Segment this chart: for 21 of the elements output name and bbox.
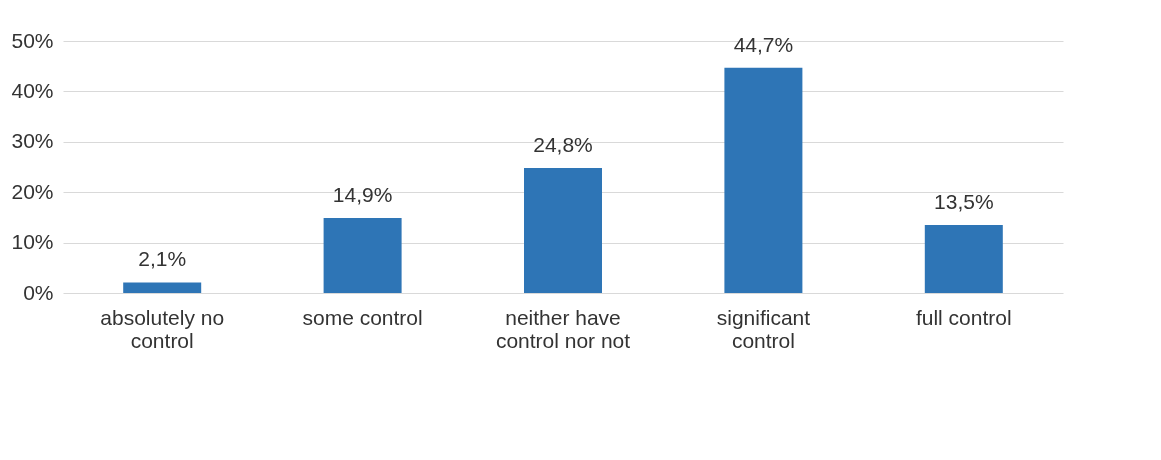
data-label: 2,1% xyxy=(138,247,187,271)
data-label: 44,7% xyxy=(733,32,794,56)
y-tick-label: 50% xyxy=(11,28,54,52)
y-tick-label: 10% xyxy=(11,230,54,254)
x-tick-label: significant control xyxy=(716,305,811,352)
x-tick-label: absolutely no control xyxy=(100,305,225,352)
data-label: 24,8% xyxy=(533,133,593,157)
bar xyxy=(524,168,602,293)
data-label: 13,5% xyxy=(934,189,994,213)
y-tick-label: 0% xyxy=(23,280,54,304)
bar xyxy=(123,282,202,293)
x-tick-label: neither have control nor not xyxy=(495,305,631,352)
bar xyxy=(724,67,803,293)
y-tick-label: 40% xyxy=(11,78,54,102)
bar xyxy=(924,224,1003,293)
x-tick-label: some control xyxy=(302,305,423,329)
y-tick-label: 20% xyxy=(11,179,54,203)
x-tick-label: full control xyxy=(915,305,1012,329)
data-label: 14,9% xyxy=(332,182,393,206)
y-tick-label: 30% xyxy=(11,129,54,153)
bar xyxy=(323,217,402,293)
